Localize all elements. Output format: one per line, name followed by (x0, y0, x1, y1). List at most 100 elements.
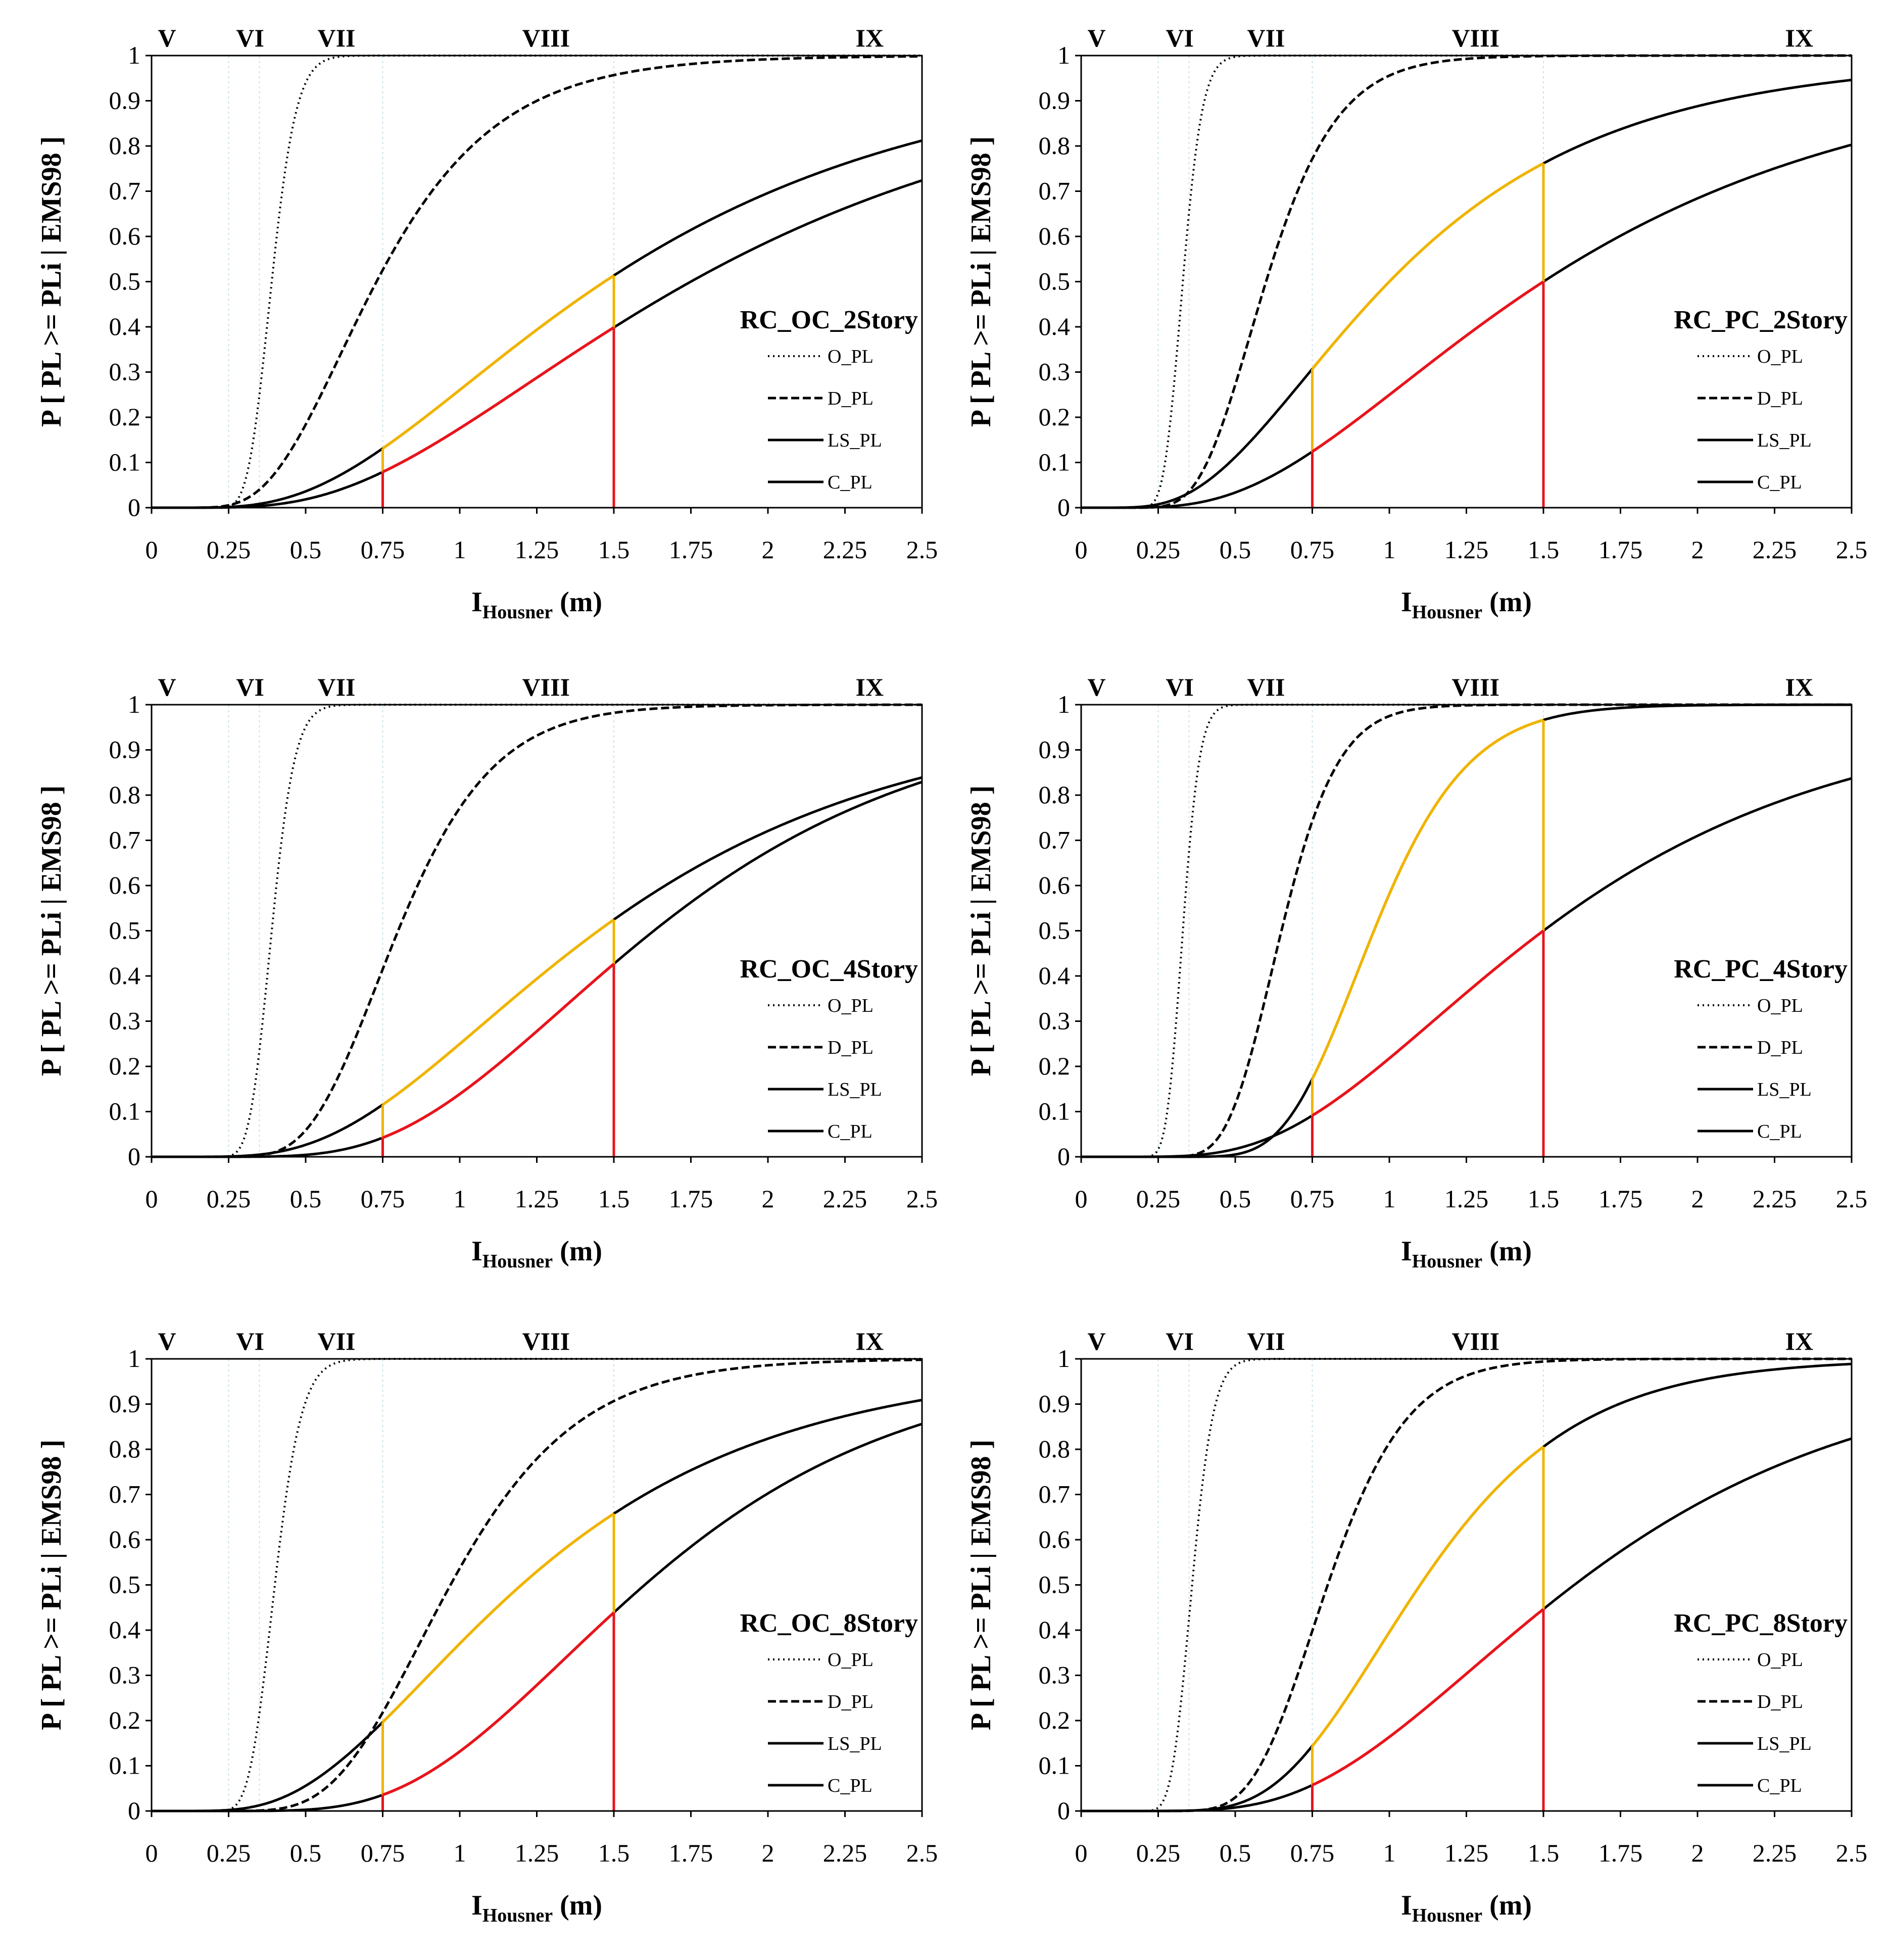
x-tick-label: 0.75 (361, 535, 405, 564)
legend-label: O_PL (828, 346, 874, 367)
y-tick-label: 0.9 (1039, 86, 1071, 115)
highlight-C_PL (382, 326, 615, 473)
y-tick-label: 0.2 (109, 1706, 141, 1734)
x-tick-label: 1.75 (669, 1185, 713, 1213)
x-tick-label: 2.5 (1836, 1839, 1868, 1867)
x-tick-label: 0.75 (1290, 1185, 1335, 1213)
x-axis-title-unit: (m) (1482, 1890, 1532, 1921)
y-tick-label: 0.9 (109, 86, 141, 115)
intensity-label: V (158, 24, 176, 52)
y-tick-label: 0.5 (1039, 916, 1071, 945)
x-axis-title-sub: Housner (482, 1905, 553, 1926)
x-tick-label: 1.75 (1598, 1839, 1643, 1867)
highlight-C_PL (1312, 1608, 1544, 1787)
legend-label: O_PL (1757, 346, 1803, 367)
x-tick-label: 2.25 (823, 535, 867, 564)
y-tick-label: 0.9 (1039, 736, 1071, 764)
highlight-LS_PL (1311, 1445, 1544, 1747)
x-axis-title-main: I (1401, 586, 1412, 618)
chart-title: RC_PC_2Story (1674, 306, 1848, 334)
chart-panel-RC_OC_2Story: 0 0.1 0.2 0.3 0.4 0.5 0.6 0.7 0.8 0.9 1 0 0.25 0.5 0.7… (36, 24, 938, 623)
x-tick-label: 2 (762, 1839, 774, 1867)
legend-label: O_PL (828, 1649, 874, 1671)
legend-label: C_PL (828, 1775, 873, 1796)
x-tick-label: 2.5 (906, 1839, 938, 1867)
y-tick-label: 0.8 (109, 1435, 141, 1463)
y-tick-label: 0.4 (1039, 312, 1071, 340)
y-tick-label: 0.7 (109, 826, 141, 854)
x-tick-label: 2.25 (1753, 1185, 1797, 1213)
y-tick-label: 0.1 (1039, 1751, 1071, 1780)
x-tick-label: 1.5 (598, 1839, 630, 1867)
x-axis-title-sub: Housner (1412, 1905, 1482, 1926)
x-axis-title-unit: (m) (553, 1236, 602, 1267)
x-axis-title: IHousner (m) (471, 1890, 602, 1926)
curve-C_PL (152, 179, 923, 509)
intensity-label: IX (1785, 24, 1814, 52)
y-tick-label: 0.1 (109, 1751, 141, 1780)
x-tick-label: 2 (1691, 1185, 1704, 1213)
y-tick-label: 0.1 (1039, 448, 1071, 476)
x-axis-title-unit: (m) (553, 586, 602, 618)
legend-label: LS_PL (828, 1733, 882, 1754)
x-tick-label: 0 (1075, 535, 1088, 564)
curve-LS_PL (152, 1399, 923, 1812)
chart-panel-RC_PC_8Story: 0 0.1 0.2 0.3 0.4 0.5 0.6 0.7 0.8 0.9 1 0 0.25 0.5 0.7… (965, 1327, 1867, 1926)
chart-panel-RC_PC_4Story: 0 0.1 0.2 0.3 0.4 0.5 0.6 0.7 0.8 0.9 1 0 0.25 0.5 0.7… (965, 673, 1867, 1272)
y-tick-label: 0.4 (109, 1615, 141, 1644)
y-tick-label: 0.9 (1039, 1390, 1071, 1418)
chart-panel-RC_OC_4Story: 0 0.1 0.2 0.3 0.4 0.5 0.6 0.7 0.8 0.9 1 0 0.25 0.5 0.7… (36, 673, 938, 1272)
x-tick-label: 0.75 (361, 1839, 405, 1867)
x-tick-label: 0.25 (1136, 1839, 1181, 1867)
legend-label: D_PL (828, 1037, 874, 1058)
highlight-LS_PL (1311, 162, 1544, 370)
y-tick-label: 0.3 (109, 358, 141, 386)
x-tick-label: 0.25 (207, 535, 251, 564)
x-tick-label: 1 (1383, 535, 1396, 564)
highlight-LS_PL (381, 918, 615, 1106)
y-tick-label: 0.5 (109, 916, 141, 945)
y-tick-label: 0 (1057, 1796, 1070, 1825)
intensity-label: VI (1166, 1327, 1194, 1355)
y-tick-label: 0.6 (109, 871, 141, 899)
legend-label: C_PL (828, 1121, 873, 1142)
y-tick-label: 0.6 (1039, 222, 1071, 250)
chart-title: RC_OC_8Story (740, 1609, 918, 1638)
y-tick-label: 0.6 (109, 222, 141, 250)
intensity-label: VII (317, 1327, 355, 1355)
intensity-label: VII (1247, 1327, 1285, 1355)
x-tick-label: 1 (454, 1839, 466, 1867)
x-tick-label: 1 (454, 1185, 466, 1213)
x-tick-label: 1 (1383, 1839, 1396, 1867)
y-tick-label: 0.6 (109, 1525, 141, 1553)
y-tick-label: 0.7 (1039, 826, 1071, 854)
x-tick-label: 1 (1383, 1185, 1396, 1213)
highlight-C_PL (1312, 929, 1544, 1117)
x-tick-label: 1.75 (1598, 535, 1643, 564)
x-tick-label: 2.5 (906, 535, 938, 564)
intensity-label: VI (1166, 673, 1194, 701)
x-tick-label: 0.5 (290, 535, 322, 564)
intensity-label: IX (856, 673, 884, 701)
y-tick-label: 0.4 (109, 312, 141, 340)
x-tick-label: 2.5 (906, 1185, 938, 1213)
legend-label: LS_PL (828, 430, 882, 451)
x-tick-label: 1.75 (669, 535, 713, 564)
x-axis-title-sub: Housner (482, 602, 553, 623)
y-tick-label: 0.4 (1039, 961, 1071, 990)
x-tick-label: 1.75 (669, 1839, 713, 1867)
x-tick-label: 1.5 (598, 1185, 630, 1213)
y-tick-label: 0.8 (1039, 131, 1071, 160)
y-tick-label: 1 (1057, 41, 1070, 69)
legend-label: LS_PL (828, 1079, 882, 1100)
highlight-C_PL (1311, 280, 1544, 453)
x-tick-label: 1.25 (1444, 1839, 1489, 1867)
highlight-C_PL (382, 1611, 615, 1796)
x-tick-label: 1.5 (598, 535, 630, 564)
legend-label: D_PL (1757, 1037, 1803, 1058)
highlight-C_PL (382, 962, 615, 1139)
x-tick-label: 0.25 (207, 1839, 251, 1867)
y-tick-label: 0.7 (109, 1480, 141, 1508)
y-axis-title: P [ PL >= PLi | EMS98 ] (965, 1440, 997, 1731)
y-tick-label: 0.9 (109, 1390, 141, 1418)
